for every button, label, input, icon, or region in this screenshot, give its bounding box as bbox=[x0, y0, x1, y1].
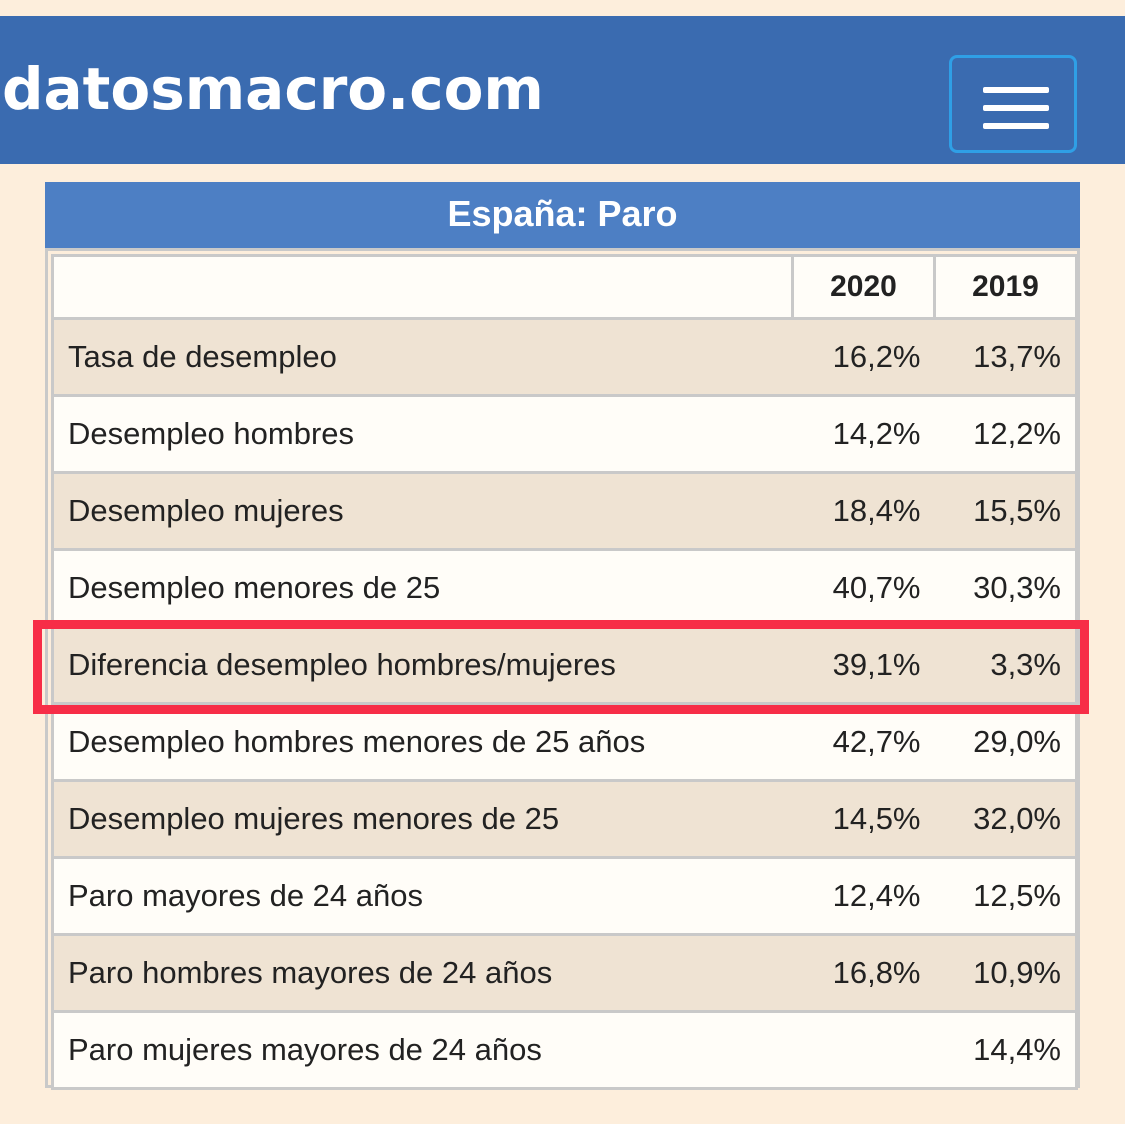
table-row: Desempleo hombres 14,2% 12,2% bbox=[51, 394, 1078, 474]
top-strip bbox=[0, 0, 1125, 16]
table-row: Diferencia desempleo hombres/mujeres 39,1… bbox=[51, 625, 1078, 705]
row-label: Desempleo menores de 25 bbox=[51, 548, 793, 628]
row-value-2019: 3,3% bbox=[934, 625, 1078, 705]
row-value-2020: 14,2% bbox=[792, 394, 935, 474]
row-value-2019: 10,9% bbox=[934, 933, 1078, 1013]
row-value-2019: 15,5% bbox=[934, 471, 1078, 551]
table-row: Desempleo hombres menores de 25 años 42,7… bbox=[51, 702, 1078, 782]
hamburger-menu-icon bbox=[983, 87, 1049, 93]
row-value-2020: 40,7% bbox=[792, 548, 935, 628]
column-header-label bbox=[51, 254, 794, 320]
hamburger-menu-icon-bar bbox=[983, 123, 1049, 129]
hamburger-menu-icon-bar bbox=[983, 105, 1049, 111]
row-value-2020: 16,2% bbox=[792, 317, 935, 397]
table-row: Tasa de desempleo 16,2% 13,7% bbox=[51, 317, 1078, 397]
table-row: Desempleo mujeres menores de 25 14,5% 32,0… bbox=[51, 779, 1078, 859]
column-header-2020[interactable]: 2020 bbox=[791, 254, 936, 320]
row-label: Diferencia desempleo hombres/mujeres bbox=[51, 625, 793, 705]
row-value-2019: 13,7% bbox=[934, 317, 1078, 397]
row-label: Paro mujeres mayores de 24 años bbox=[51, 1010, 793, 1090]
table-row: Paro hombres mayores de 24 años 16,8% 10,9… bbox=[51, 933, 1078, 1013]
hamburger-menu-button[interactable] bbox=[949, 55, 1077, 153]
row-value-2019: 12,5% bbox=[934, 856, 1078, 936]
row-value-2019: 12,2% bbox=[934, 394, 1078, 474]
row-value-2020: 18,4% bbox=[792, 471, 935, 551]
row-value-2020: 16,8% bbox=[792, 933, 935, 1013]
row-label: Paro mayores de 24 años bbox=[51, 856, 793, 936]
row-label: Desempleo mujeres bbox=[51, 471, 793, 551]
row-value-2019: 14,4% bbox=[934, 1010, 1078, 1090]
row-label: Desempleo hombres bbox=[51, 394, 793, 474]
row-value-2020: 39,1% bbox=[792, 625, 935, 705]
row-value-2020: 14,5% bbox=[792, 779, 935, 859]
table-row: Desempleo menores de 25 40,7% 30,3% bbox=[51, 548, 1078, 628]
unemployment-table: 2020 2019 Tasa de desempleo 16,2% 13,7% Des… bbox=[51, 254, 1078, 1090]
row-value-2020: 42,7% bbox=[792, 702, 935, 782]
row-label: Desempleo mujeres menores de 25 bbox=[51, 779, 793, 859]
row-label: Desempleo hombres menores de 25 años bbox=[51, 702, 793, 782]
row-value-2020 bbox=[792, 1010, 935, 1090]
table-row: Desempleo mujeres 18,4% 15,5% bbox=[51, 471, 1078, 551]
row-value-2019: 30,3% bbox=[934, 548, 1078, 628]
row-value-2020: 12,4% bbox=[792, 856, 935, 936]
table-row: Paro mujeres mayores de 24 años 14,4% bbox=[51, 1010, 1078, 1090]
row-label: Tasa de desempleo bbox=[51, 317, 793, 397]
table-title: España: Paro bbox=[45, 182, 1080, 248]
site-logo-text[interactable]: datosmacro.com bbox=[2, 55, 544, 123]
table-header-row: 2020 2019 bbox=[51, 254, 1078, 320]
column-header-2019[interactable]: 2019 bbox=[933, 254, 1078, 320]
data-table-container: 2020 2019 Tasa de desempleo 16,2% 13,7% Des… bbox=[45, 248, 1080, 1090]
row-label: Paro hombres mayores de 24 años bbox=[51, 933, 793, 1013]
table-row: Paro mayores de 24 años 12,4% 12,5% bbox=[51, 856, 1078, 936]
row-value-2019: 32,0% bbox=[934, 779, 1078, 859]
site-header: datosmacro.com bbox=[0, 16, 1125, 164]
row-value-2019: 29,0% bbox=[934, 702, 1078, 782]
